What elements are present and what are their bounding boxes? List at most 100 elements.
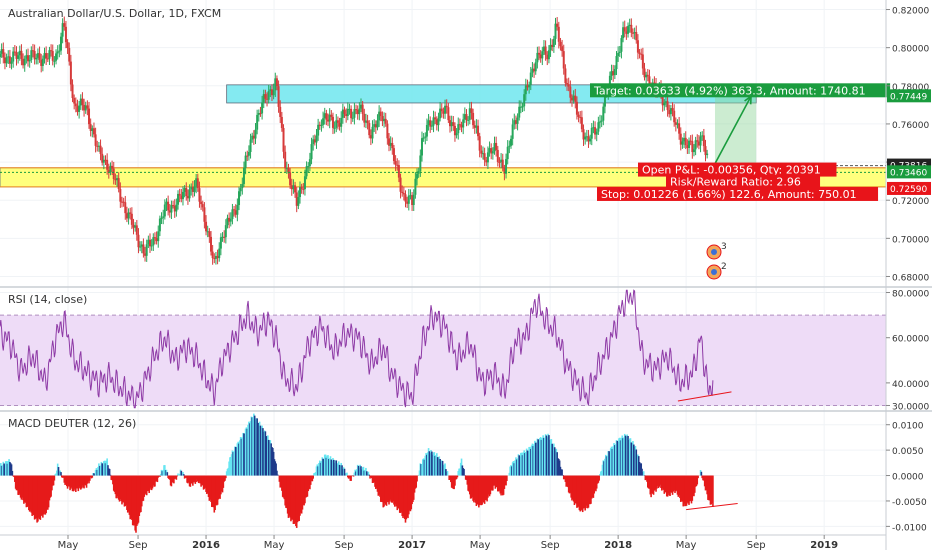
macd-bar xyxy=(682,475,685,507)
macd-bar xyxy=(29,475,32,510)
macd-bar xyxy=(428,451,431,476)
macd-bar xyxy=(573,475,576,506)
macd-bar xyxy=(145,475,147,495)
macd-bar xyxy=(636,454,638,476)
candle-body xyxy=(160,217,163,219)
macd-bar xyxy=(347,475,349,478)
candle-body xyxy=(585,136,588,138)
macd-bar xyxy=(679,475,682,502)
candle-body xyxy=(453,125,456,136)
candle-body xyxy=(617,52,620,57)
macd-bar xyxy=(335,460,338,476)
macd-bar xyxy=(441,460,444,476)
macd-bar xyxy=(328,458,331,476)
candle-body xyxy=(55,53,58,61)
macd-bar xyxy=(670,475,673,493)
macd-bar xyxy=(455,475,458,479)
macd-bar xyxy=(360,466,362,476)
macd-bar xyxy=(663,475,666,494)
candle-body xyxy=(419,155,422,172)
macd-bar xyxy=(280,475,282,488)
macd-bar xyxy=(697,475,699,479)
macd-bar xyxy=(149,475,151,490)
candle-body xyxy=(120,201,123,203)
macd-bar xyxy=(104,463,107,476)
macd-bar xyxy=(334,460,337,476)
candle-body xyxy=(130,213,133,225)
macd-bar xyxy=(652,475,655,495)
macd-bar xyxy=(262,428,264,476)
macd-bar xyxy=(489,475,492,495)
candle-body xyxy=(346,108,349,117)
trade-annotation-text: Risk/Reward Ratio: 2.96 xyxy=(670,176,801,189)
macd-divergence-line xyxy=(686,503,738,511)
macd-bar xyxy=(501,475,503,494)
rsi-pane[interactable]: RSI (14, close) xyxy=(0,289,886,409)
macd-bar xyxy=(566,475,568,487)
candle-body xyxy=(630,24,633,33)
candle-body xyxy=(295,192,298,206)
macd-bar xyxy=(509,466,511,476)
macd-bar xyxy=(633,446,636,476)
candle-body xyxy=(284,151,287,169)
macd-bar xyxy=(181,473,183,476)
macd-bar xyxy=(701,475,704,479)
macd-axis-label: 0.0050 xyxy=(892,447,924,457)
macd-bar xyxy=(464,475,467,480)
candle-body xyxy=(440,108,443,112)
price-pane[interactable]: Australian Dollar/U.S. Dollar, 1D, FXCM … xyxy=(0,7,891,280)
time-axis[interactable]: May Sep 2016 May Sep 2017 May Sep 2018 May Sep 2019 xyxy=(58,535,838,550)
candle-body xyxy=(557,26,560,42)
event-badges[interactable]: 32 xyxy=(706,242,727,280)
candle-body xyxy=(142,244,145,254)
macd-bar xyxy=(487,475,490,495)
candle-body xyxy=(407,195,410,204)
macd-bar xyxy=(608,451,610,476)
candle-body xyxy=(402,193,405,195)
macd-bar xyxy=(400,475,403,512)
macd-bar xyxy=(480,475,483,506)
macd-bar xyxy=(675,475,678,491)
macd-bar xyxy=(130,475,132,519)
candle-body xyxy=(180,195,183,200)
macd-bar xyxy=(684,475,686,504)
macd-bar xyxy=(637,454,639,476)
candle-body xyxy=(552,38,555,48)
candle-body xyxy=(33,50,36,60)
macd-bar xyxy=(162,470,164,476)
macd-bar xyxy=(306,475,309,497)
candle-body xyxy=(244,155,247,168)
time-axis-label: May xyxy=(58,540,79,550)
candle-body xyxy=(523,94,526,107)
macd-bar xyxy=(330,459,333,476)
macd-bar xyxy=(276,474,279,476)
macd-bar xyxy=(637,456,640,476)
candle-body xyxy=(200,201,203,205)
macd-bar xyxy=(487,475,489,498)
macd-pane[interactable]: MACD DEUTER (12, 26) xyxy=(0,413,738,533)
macd-bar xyxy=(607,451,610,476)
macd-bar xyxy=(426,452,429,476)
macd-bar xyxy=(136,475,139,525)
macd-bar xyxy=(263,430,266,476)
candle-body xyxy=(3,57,6,64)
macd-bar xyxy=(270,443,272,476)
macd-bar xyxy=(548,435,550,476)
candle-body xyxy=(697,141,700,146)
macd-bar xyxy=(304,475,306,504)
price-axis[interactable]: 0.680000.700000.720000.740000.760000.780… xyxy=(886,7,931,534)
candle-body xyxy=(155,238,158,242)
candle-body xyxy=(300,186,303,189)
trade-annotation-text: Stop: 0.01226 (1.66%) 122.6, Amount: 750… xyxy=(601,188,857,201)
macd-bar xyxy=(557,458,560,476)
candle-body xyxy=(475,125,478,128)
projection-arrow xyxy=(712,95,752,168)
macd-bar xyxy=(639,463,642,476)
time-axis-label: 2019 xyxy=(810,540,838,550)
macd-bar xyxy=(32,475,35,516)
macd-bar xyxy=(679,475,681,499)
candle-body xyxy=(463,114,466,120)
macd-bar xyxy=(457,470,460,476)
rsi-line xyxy=(0,289,714,409)
